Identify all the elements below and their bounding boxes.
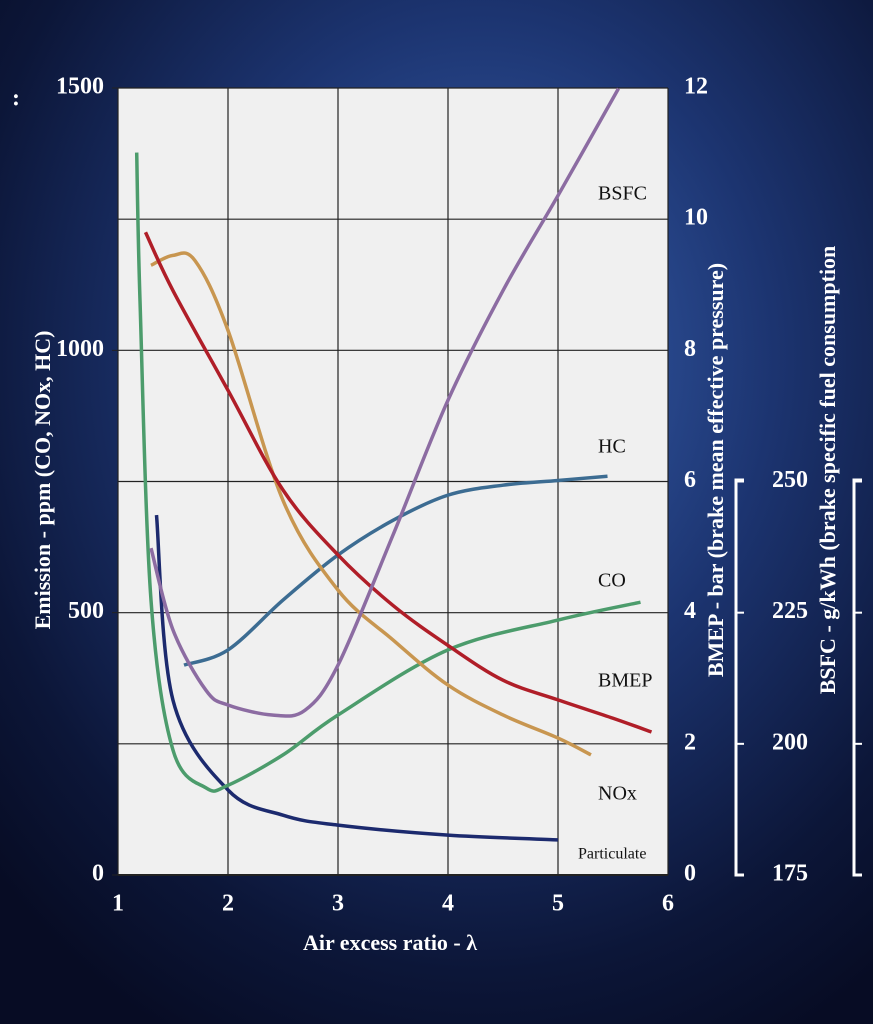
curve-label: Particulate [578,846,646,863]
x-tick-label: 5 [552,891,564,917]
y3-axis-title: BSFC - g/kWh (brake specific fuel consum… [815,246,840,695]
y2-tick-label: 8 [684,336,696,362]
x-tick-label: 3 [332,891,344,917]
y-axis-title: Emission - ppm (CO, NOx, HC) [30,331,55,630]
y2-tick-label: 4 [684,598,696,624]
y-tick-label: 1000 [56,336,104,362]
y-tick-label: 500 [68,598,104,624]
x-tick-label: 4 [442,891,454,917]
page: : Air excess ratio - λ Emission - ppm (C… [0,0,873,1024]
x-tick-label: 2 [222,891,234,917]
y-tick-label: 0 [92,861,104,887]
y3-tick-label: 200 [772,729,808,755]
x-axis-title: Air excess ratio - λ [303,930,477,955]
y2-tick-label: 10 [684,205,708,231]
curve-label: NOx [598,783,637,805]
y2-tick-label: 12 [684,74,708,100]
y-tick-label: 1500 [56,74,104,100]
curve-label: CO [598,570,626,592]
y3-tick-label: 225 [772,598,808,624]
chart: : Air excess ratio - λ Emission - ppm (C… [0,0,873,1024]
curve-label: BSFC [598,183,647,205]
y2-tick-label: 0 [684,861,696,887]
y2-axis-title: BMEP - bar (brake mean effective pressur… [703,263,728,677]
curve-label: BMEP [598,670,652,692]
fragment: : [12,86,20,112]
y3-tick-label: 175 [772,861,808,887]
y3-tick-label: 250 [772,467,808,493]
x-tick-label: 6 [662,891,674,917]
curve-label: HC [598,436,626,458]
y2-tick-label: 6 [684,467,696,493]
y2-tick-label: 2 [684,729,696,755]
x-tick-label: 1 [112,891,124,917]
